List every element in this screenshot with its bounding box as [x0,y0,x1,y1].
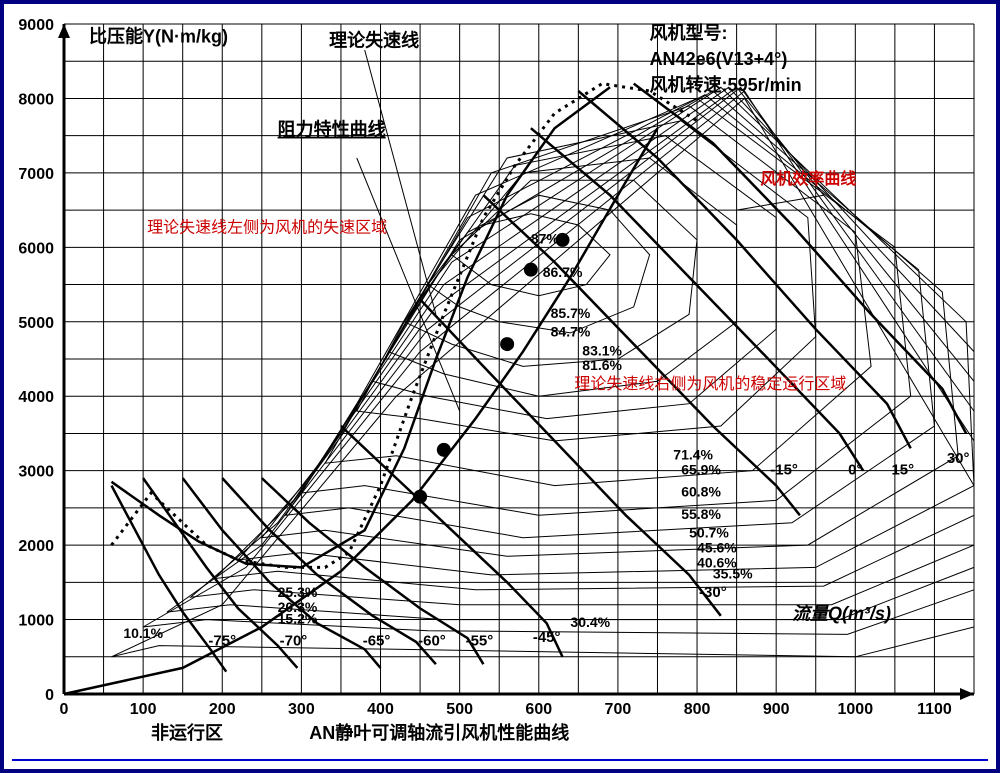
y-tick-label: 9000 [18,17,54,34]
y-tick-label: 1000 [18,613,54,630]
x-tick-label: 100 [130,701,157,718]
efficiency-label: 50.7% [689,525,729,541]
x-tick-label: 200 [209,701,236,718]
resistance-label: 阻力特性曲线 [278,119,386,140]
y-tick-label: 2000 [18,538,54,555]
x-tick-label: 600 [525,701,552,718]
efficiency-label: 60.8% [681,484,721,500]
x-axis-label: 流量Q(m³/s) [792,604,891,624]
angle-label: -45° [533,629,561,646]
angle-label: -30° [699,584,727,601]
y-axis-label: 比压能Y(N·m/kg) [89,26,228,47]
operating-point [437,443,451,457]
efficiency-label: 84.7% [551,324,591,340]
efficiency-label: 71.4% [673,447,713,463]
efficiency-label: 87% [531,231,560,247]
nonop-label: 非运行区 [151,722,223,743]
angle-label: 0° [848,461,862,478]
efficiency-label: 30.4% [570,614,610,630]
chart-bg [4,4,996,769]
y-tick-label: 3000 [18,464,54,481]
x-tick-label: 800 [684,701,711,718]
info-line: 风机型号: [650,22,728,43]
efficiency-label: 86.7% [543,264,583,280]
right-region-text: 理论失速线右侧为风机的稳定运行区域 [574,375,846,393]
angle-label: -15° [770,461,798,478]
efficiency-label: 55.8% [681,506,721,522]
x-tick-label: 300 [288,701,315,718]
operating-point [524,263,538,277]
x-tick-label: 900 [763,701,790,718]
stall-line-label: 理论失速线 [329,29,419,50]
x-tick-label: 500 [446,701,473,718]
efficiency-label: 45.6% [697,540,737,556]
x-tick-label: 400 [367,701,394,718]
info-line: 风机转速:595r/min [650,74,802,95]
efficiency-label: 81.6% [582,357,622,373]
y-tick-label: 8000 [18,91,54,108]
left-region-text: 理论失速线左侧为风机的失速区域 [147,218,387,236]
efficiency-label: 83.1% [582,342,622,358]
operating-point [500,337,514,351]
angle-label: -65° [363,633,391,650]
y-tick-label: 5000 [18,315,54,332]
efficiency-label: 65.9% [681,461,721,477]
y-tick-label: 6000 [18,240,54,257]
angle-label: -75° [208,633,236,650]
operating-point [413,490,427,504]
angle-label: 30° [947,450,970,467]
info-line: AN42e6(V13+4°) [650,49,788,69]
y-tick-label: 4000 [18,389,54,406]
x-tick-label: 0 [60,701,69,718]
x-tick-label: 1000 [838,701,874,718]
efficiency-label: 35.5% [713,566,753,582]
chart-container: 0 100 200 300 400 500 600 700 800 900 1000 1100 0 100… [0,0,1000,773]
efficiency-label: 15.2% [278,610,318,626]
x-tick-label: 1100 [917,701,952,718]
angle-label: -70° [280,633,308,650]
chart-title: AN静叶可调轴流引风机性能曲线 [309,722,569,743]
eff-curve-label: 风机效率曲线 [760,169,856,188]
x-tick-label: 700 [605,701,632,718]
angle-label: 15° [891,461,914,478]
efficiency-label: 25.3% [278,584,318,600]
angle-label: -55° [466,633,494,650]
fan-performance-chart: 0 100 200 300 400 500 600 700 800 900 1000 1100 0 100… [4,4,996,769]
efficiency-label: 10.1% [123,625,163,641]
angle-label: -60° [418,633,446,650]
y-tick-label: 7000 [18,166,54,183]
y-tick-label: 0 [45,687,54,704]
efficiency-label: 85.7% [551,305,591,321]
